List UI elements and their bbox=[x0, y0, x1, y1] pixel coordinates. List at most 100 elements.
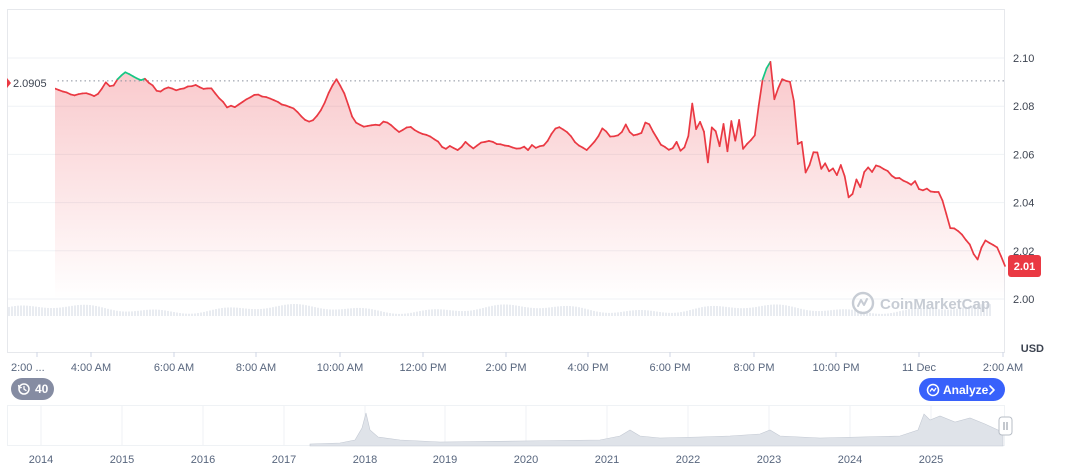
volume-bar bbox=[173, 312, 175, 316]
volume-bar bbox=[788, 305, 790, 316]
price-segment bbox=[460, 141, 467, 148]
volume-bar bbox=[575, 306, 577, 316]
volume-bar bbox=[740, 308, 742, 316]
analyze-button-bg[interactable] bbox=[919, 378, 1005, 401]
analyze-button[interactable]: Analyze bbox=[919, 378, 1005, 401]
navigator[interactable]: 2014 2015 2016 2017 2018 2019 2020 2021 2022 2023… bbox=[7, 405, 1013, 467]
volume-bar bbox=[977, 304, 979, 316]
volume-bar bbox=[920, 307, 922, 316]
watermark: CoinMarketCap bbox=[851, 291, 990, 315]
volume-bar bbox=[872, 313, 874, 316]
price-segment bbox=[218, 97, 224, 103]
volume-bar bbox=[425, 310, 427, 316]
x-tick-label: 12:00 PM bbox=[399, 362, 446, 374]
price-segment bbox=[957, 230, 963, 236]
volume-bar bbox=[794, 307, 796, 316]
price-segment bbox=[1000, 255, 1006, 267]
volume-bar bbox=[209, 310, 211, 316]
navigator-year-label: 2017 bbox=[272, 454, 296, 466]
volume-bar bbox=[728, 307, 730, 316]
price-segment bbox=[757, 78, 764, 107]
volume-bar bbox=[503, 304, 505, 316]
volume-bar bbox=[11, 306, 13, 316]
volume-bar bbox=[290, 304, 292, 316]
price-segment bbox=[793, 100, 799, 145]
volume-bar bbox=[557, 306, 559, 316]
x-tick-label: 10:00 AM bbox=[317, 362, 363, 374]
volume-bar bbox=[662, 312, 664, 316]
volume-bar bbox=[449, 310, 451, 316]
price-segment bbox=[101, 81, 107, 90]
price-segment bbox=[730, 120, 737, 142]
volume-bar bbox=[599, 312, 601, 316]
navigator-year-label: 2019 bbox=[433, 454, 457, 466]
price-segment bbox=[734, 119, 741, 142]
price-segment bbox=[996, 246, 1002, 258]
volume-bar bbox=[491, 305, 493, 316]
volume-bar bbox=[584, 308, 586, 316]
volume-bar bbox=[116, 310, 118, 316]
volume-bar bbox=[203, 311, 205, 316]
volume-bar bbox=[17, 305, 19, 316]
volume-bar bbox=[962, 307, 964, 316]
volume-bars bbox=[8, 304, 991, 316]
price-segment bbox=[687, 102, 694, 137]
volume-bar bbox=[404, 313, 406, 316]
x-tick-label: 4:00 AM bbox=[71, 362, 111, 374]
volume-bar bbox=[392, 313, 394, 316]
volume-bar bbox=[917, 308, 919, 316]
volume-bar bbox=[323, 308, 325, 316]
volume-bar bbox=[308, 305, 310, 316]
volume-bar bbox=[608, 312, 610, 316]
x-tick-label: 2:00 AM bbox=[983, 362, 1023, 374]
price-segment bbox=[965, 239, 971, 246]
volume-bar bbox=[128, 311, 130, 316]
x-tick-label: 2:00 ... bbox=[11, 362, 45, 374]
volume-bar bbox=[713, 305, 715, 316]
volume-bar bbox=[431, 309, 433, 316]
volume-bar bbox=[488, 306, 490, 316]
volume-bar bbox=[803, 309, 805, 316]
volume-bar bbox=[359, 307, 361, 316]
price-segment bbox=[859, 171, 866, 189]
price-segment bbox=[210, 87, 217, 95]
volume-bar bbox=[188, 313, 190, 316]
volume-bar bbox=[671, 312, 673, 316]
history-badge[interactable]: 40 bbox=[11, 378, 54, 400]
volume-bar bbox=[191, 313, 193, 316]
volume-bar bbox=[158, 309, 160, 316]
volume-bar bbox=[845, 309, 847, 316]
price-segment bbox=[753, 104, 760, 137]
volume-bar bbox=[446, 309, 448, 316]
volume-bar bbox=[494, 305, 496, 316]
volume-bar bbox=[428, 309, 430, 316]
volume-bar bbox=[635, 310, 637, 316]
volume-bar bbox=[302, 304, 304, 316]
y-tick-label: 2.06 bbox=[1013, 149, 1034, 161]
price-segment bbox=[296, 111, 303, 118]
volume-bar bbox=[182, 313, 184, 316]
price-segment bbox=[319, 101, 326, 112]
price-segment bbox=[327, 84, 334, 94]
x-tick-label: 2:00 PM bbox=[486, 362, 527, 374]
current-price-label: 2.01 bbox=[1014, 261, 1035, 273]
volume-bar bbox=[938, 309, 940, 316]
navigator-years: 2014 2015 2016 2017 2018 2019 2020 2021 2022 2023… bbox=[29, 454, 943, 466]
volume-bar bbox=[362, 308, 364, 316]
x-axis: 2:00 ... 4:00 AM 6:00 AM 8:00 AM 10:00 AM 12:… bbox=[11, 352, 1023, 374]
analyze-button-label: Analyze bbox=[943, 383, 989, 397]
volume-bar bbox=[275, 306, 277, 316]
price-segment bbox=[116, 74, 123, 81]
volume-bar bbox=[419, 311, 421, 316]
x-tick-label: 8:00 PM bbox=[734, 362, 775, 374]
price-segment bbox=[312, 114, 318, 122]
volume-bar bbox=[422, 310, 424, 316]
price-area-fill bbox=[55, 61, 1005, 299]
volume-bar bbox=[521, 306, 523, 316]
navigator-handle[interactable] bbox=[998, 416, 1013, 436]
navigator-handle-bg[interactable] bbox=[998, 416, 1013, 436]
history-badge-bg[interactable] bbox=[11, 378, 54, 400]
volume-bar bbox=[614, 312, 616, 316]
y-tick-label: 2.10 bbox=[1013, 53, 1034, 65]
